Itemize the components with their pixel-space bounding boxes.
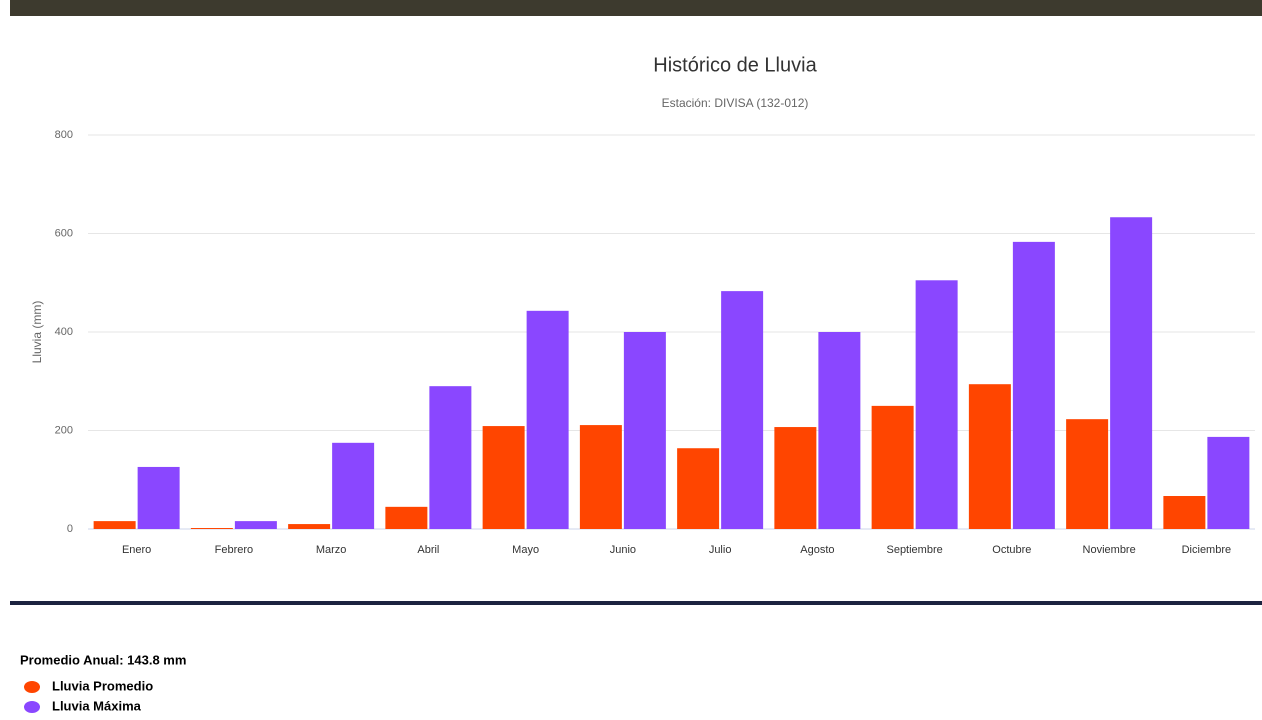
bar bbox=[429, 386, 472, 529]
x-tick-label: Diciembre bbox=[1182, 544, 1232, 556]
bar bbox=[677, 448, 720, 529]
legend-swatch bbox=[24, 701, 40, 713]
bar bbox=[385, 506, 428, 529]
x-tick-label: Septiembre bbox=[886, 544, 942, 556]
bar bbox=[526, 310, 569, 529]
x-tick-label: Agosto bbox=[800, 544, 834, 556]
bar bbox=[818, 332, 861, 529]
bar bbox=[234, 521, 277, 529]
bar bbox=[1163, 496, 1206, 529]
bar bbox=[137, 466, 180, 529]
x-tick-label: Noviembre bbox=[1083, 544, 1136, 556]
bar bbox=[721, 291, 764, 529]
bar bbox=[1066, 419, 1109, 529]
bar bbox=[871, 405, 914, 529]
top-banner bbox=[10, 0, 1262, 16]
bar bbox=[288, 524, 331, 529]
bar bbox=[482, 426, 525, 529]
bar bbox=[93, 521, 136, 529]
y-tick-label: 800 bbox=[55, 129, 73, 141]
bar bbox=[915, 280, 958, 529]
y-tick-label: 600 bbox=[55, 227, 73, 239]
x-tick-label: Abril bbox=[417, 544, 439, 556]
legend-label: Lluvia Promedio bbox=[52, 678, 153, 693]
chart-subtitle: Estación: DIVISA (132-012) bbox=[662, 96, 809, 110]
y-tick-label: 0 bbox=[67, 523, 73, 535]
x-tick-label: Mayo bbox=[512, 544, 539, 556]
x-tick-label: Febrero bbox=[215, 544, 254, 556]
x-tick-label: Enero bbox=[122, 544, 151, 556]
x-tick-label: Marzo bbox=[316, 544, 347, 556]
legend-swatch bbox=[24, 681, 40, 693]
summary: Promedio Anual: 143.8 mm bbox=[20, 652, 186, 667]
bar bbox=[774, 427, 817, 529]
divider bbox=[10, 601, 1262, 605]
bar bbox=[1207, 436, 1250, 529]
chart-title: Histórico de Lluvia bbox=[653, 54, 817, 76]
x-tick-label: Julio bbox=[709, 544, 732, 556]
bar bbox=[623, 332, 666, 529]
bar bbox=[332, 442, 375, 529]
y-tick-label: 200 bbox=[55, 424, 73, 436]
y-axis-label: Lluvia (mm) bbox=[30, 301, 44, 364]
x-tick-label: Junio bbox=[610, 544, 636, 556]
bar bbox=[968, 384, 1011, 529]
bar bbox=[1012, 241, 1055, 529]
legend-label: Lluvia Máxima bbox=[52, 698, 142, 713]
bar bbox=[1110, 217, 1153, 529]
x-tick-label: Octubre bbox=[992, 544, 1031, 556]
bar bbox=[579, 425, 622, 529]
y-tick-label: 400 bbox=[55, 326, 73, 338]
bar bbox=[190, 528, 233, 529]
